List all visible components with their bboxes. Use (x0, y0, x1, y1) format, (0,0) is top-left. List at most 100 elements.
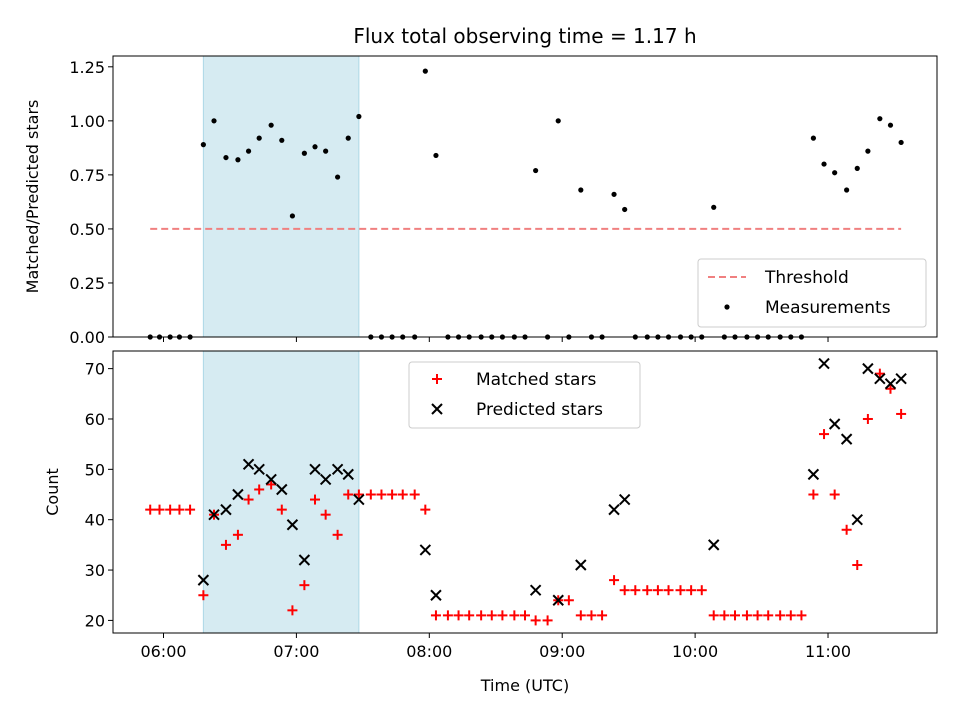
matched-star-point (729, 610, 740, 621)
predicted-star-point (197, 574, 210, 586)
predicted-star-point (895, 372, 907, 385)
measurement-point (865, 148, 871, 154)
matched-star-point (509, 610, 520, 621)
predicted-star-point-b (276, 483, 288, 496)
bottom-y-axis-label: Count (43, 468, 62, 516)
matched-star-point (852, 560, 863, 571)
matched-star-point (829, 489, 840, 500)
matched-star-point (310, 494, 321, 505)
matched-star-point (365, 489, 376, 500)
bottom-legend: Matched stars Predicted stars (408, 361, 641, 429)
matched-star-point (453, 610, 464, 621)
predicted-stars-points (197, 357, 907, 606)
predicted-star-point-b (253, 463, 265, 476)
legend-threshold-label: Threshold (764, 268, 849, 288)
matched-star-point (819, 429, 830, 440)
matched-star-point (896, 408, 907, 419)
predicted-star-point (529, 584, 542, 596)
matched-star-point (266, 479, 277, 490)
top-y-tick-label: 1.00 (69, 112, 105, 131)
matched-star-point (409, 489, 420, 500)
matched-star-point (497, 610, 508, 621)
predicted-star-point-b (208, 508, 220, 521)
measurement-point (356, 113, 362, 120)
legend-matched-swatch (432, 374, 442, 384)
predicted-star-point-b (232, 488, 244, 501)
predicted-star-point (276, 483, 288, 496)
predicted-star-point (265, 473, 277, 486)
matched-star-point (299, 580, 310, 591)
legend-matched-marker (432, 374, 442, 384)
predicted-star-point (242, 458, 255, 471)
measurement-point (235, 157, 241, 163)
chart-title: Flux total observing time = 1.17 h (353, 24, 696, 48)
predicted-star-point-b (197, 574, 210, 586)
matched-star-point (220, 539, 231, 550)
matched-star-point (343, 489, 354, 500)
matched-star-point (387, 489, 398, 500)
measurement-point (810, 135, 817, 141)
predicted-star-point (342, 468, 354, 481)
matched-star-point (775, 610, 786, 621)
measurement-point (200, 142, 206, 148)
bottom-panel: 20 30 40 50 60 70 06:00 07:00 08:00 09:00 10:00 11… (43, 350, 938, 695)
predicted-star-point-b (265, 473, 277, 486)
predicted-star-point-b (419, 544, 432, 556)
predicted-star-point-b (286, 519, 299, 531)
predicted-star-point (208, 508, 220, 521)
predicted-star-point-b (807, 468, 820, 481)
legend-predicted-marker (431, 403, 443, 415)
matched-star-point (885, 383, 896, 394)
predicted-star-point-b (608, 503, 620, 516)
measurement-point (345, 135, 351, 141)
top-legend-box (697, 258, 927, 328)
matched-star-point (287, 605, 298, 616)
predicted-star-point (851, 513, 863, 526)
bottom-y-tick-label: 40 (85, 511, 105, 530)
predicted-star-point (874, 372, 886, 385)
matched-star-point (232, 529, 243, 540)
predicted-star-point (884, 378, 897, 390)
measurements-points (147, 68, 904, 340)
measurement-point (433, 152, 439, 159)
matched-star-point (796, 610, 807, 621)
top-y-ticks: 0.00 0.25 0.50 0.75 1.00 1.25 (69, 58, 113, 347)
bottom-y-tick-label: 50 (85, 460, 105, 479)
predicted-star-point (807, 468, 820, 481)
measurement-point (268, 122, 274, 128)
predicted-star-point (286, 519, 299, 531)
predicted-star-point-b (884, 378, 897, 390)
predicted-star-point-b (851, 513, 863, 526)
matched-star-point (486, 610, 497, 621)
measurement-point (877, 116, 883, 122)
measurement-point (844, 187, 850, 193)
measurement-point (555, 118, 561, 124)
bottom-axes-frame (112, 350, 938, 634)
predicted-star-point-b (575, 559, 587, 571)
matched-star-point (154, 504, 165, 515)
top-x-ticks (163, 337, 829, 342)
measurement-point (335, 174, 341, 180)
predicted-star-point (298, 554, 311, 566)
predicted-star-point (253, 463, 265, 476)
legend-matched-label: Matched stars (476, 370, 596, 390)
predicted-star-point (319, 473, 332, 486)
measurement-point (887, 122, 894, 128)
predicted-star-point-b (430, 589, 442, 601)
measurement-point (289, 213, 296, 219)
x-axis-label: Time (UTC) (480, 676, 569, 695)
predicted-star-point (232, 488, 244, 501)
matched-star-point (332, 529, 343, 540)
predicted-star-point (309, 463, 321, 476)
matched-star-point (185, 504, 196, 515)
matched-star-point (619, 585, 630, 596)
bottom-y-tick-label: 70 (85, 360, 105, 379)
predicted-star-point-b (319, 473, 332, 486)
measurement-point (323, 148, 329, 154)
legend-measurements-label: Measurements (765, 298, 891, 318)
top-panel: 0.00 0.25 0.50 0.75 1.00 1.25 Flux total obse… (23, 24, 938, 347)
matched-star-point (874, 368, 885, 379)
matched-star-point (165, 504, 176, 515)
predicted-star-point-b (309, 463, 321, 476)
